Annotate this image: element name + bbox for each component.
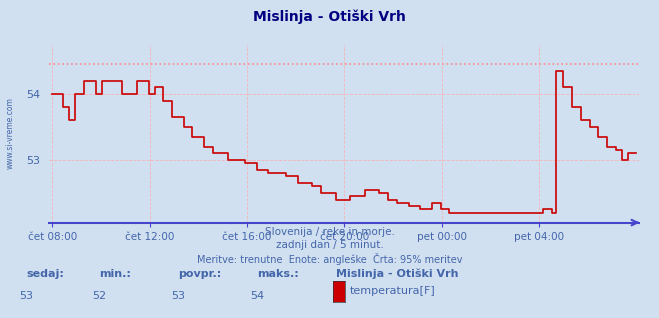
Text: 53: 53 — [19, 291, 34, 301]
Text: Meritve: trenutne  Enote: angleške  Črta: 95% meritev: Meritve: trenutne Enote: angleške Črta: … — [197, 253, 462, 265]
Text: temperatura[F]: temperatura[F] — [349, 286, 435, 296]
Text: Mislinja - Otiški Vrh: Mislinja - Otiški Vrh — [336, 268, 459, 279]
Text: 53: 53 — [171, 291, 185, 301]
Text: Slovenija / reke in morje.: Slovenija / reke in morje. — [264, 227, 395, 237]
Text: 54: 54 — [250, 291, 264, 301]
Text: zadnji dan / 5 minut.: zadnji dan / 5 minut. — [275, 240, 384, 250]
Text: maks.:: maks.: — [257, 269, 299, 279]
Text: Mislinja - Otiški Vrh: Mislinja - Otiški Vrh — [253, 10, 406, 24]
Text: povpr.:: povpr.: — [178, 269, 221, 279]
Text: sedaj:: sedaj: — [26, 269, 64, 279]
Text: 52: 52 — [92, 291, 106, 301]
Text: www.si-vreme.com: www.si-vreme.com — [5, 98, 14, 169]
Text: min.:: min.: — [99, 269, 130, 279]
